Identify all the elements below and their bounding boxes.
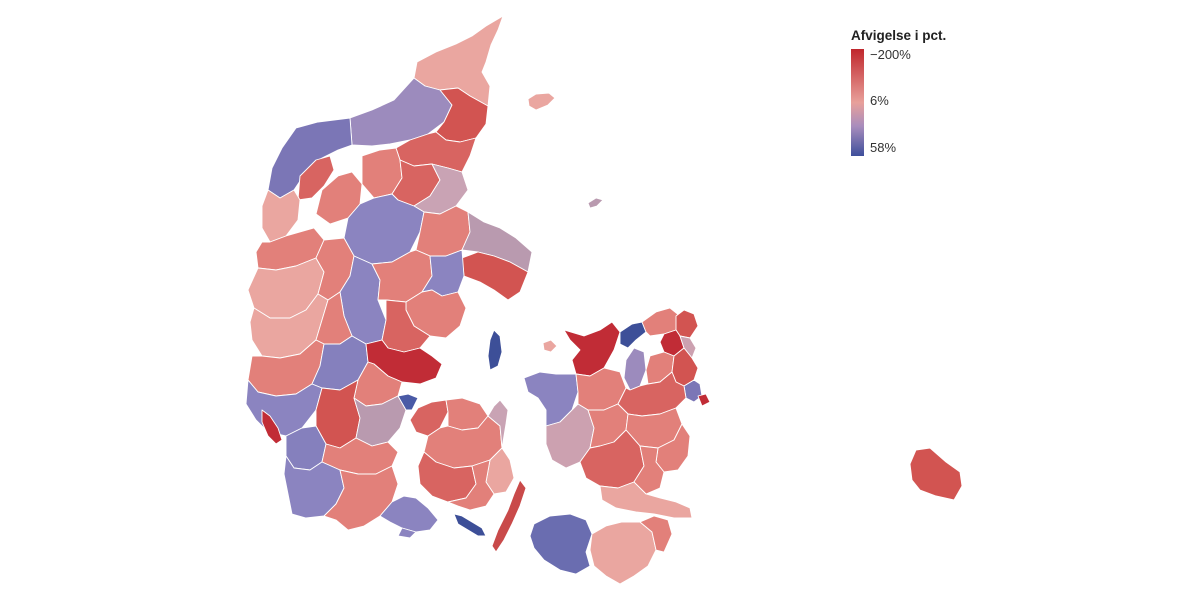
region-odsherred [563,321,621,377]
legend-label-max: 58% [870,140,897,155]
region-samso [487,329,503,371]
region-fredericia [397,393,419,411]
region-allerod [679,335,697,359]
legend-title: Afvigelse i pct. [851,28,947,43]
region-kerteminde [487,399,509,449]
legend: Afvigelse i pct. −200% 6% 58% [851,28,991,160]
region-randers [415,205,471,257]
region-langeland [491,479,527,553]
region-faxe [633,445,665,495]
legend-color-bar [851,49,864,156]
region-als-south [397,527,417,539]
region-norddjurs [461,251,529,301]
region-svendborg [447,459,495,511]
region-bornholm [909,447,963,501]
region-aabenraa [323,465,399,531]
region-esbjerg-coast [261,409,283,445]
region-helsingor [675,309,699,339]
region-holstebro-north [261,189,301,243]
region-sonderborg [379,495,439,533]
region-falster-east [639,515,673,553]
region-vejle [353,395,407,447]
region-amager [697,393,711,407]
region-guldborgsund [589,521,657,585]
region-anholt [587,197,604,209]
legend-label-min: −200% [870,47,911,62]
region-morso [297,155,335,201]
region-frederikssund [623,347,647,391]
region-aero [453,513,487,537]
region-lolland [529,513,593,575]
region-tuno [542,339,558,353]
region-vordingborg [599,481,693,519]
region-laeso [527,92,556,111]
region-halsnaes [619,321,647,349]
legend-label-mid: 6% [870,93,889,108]
